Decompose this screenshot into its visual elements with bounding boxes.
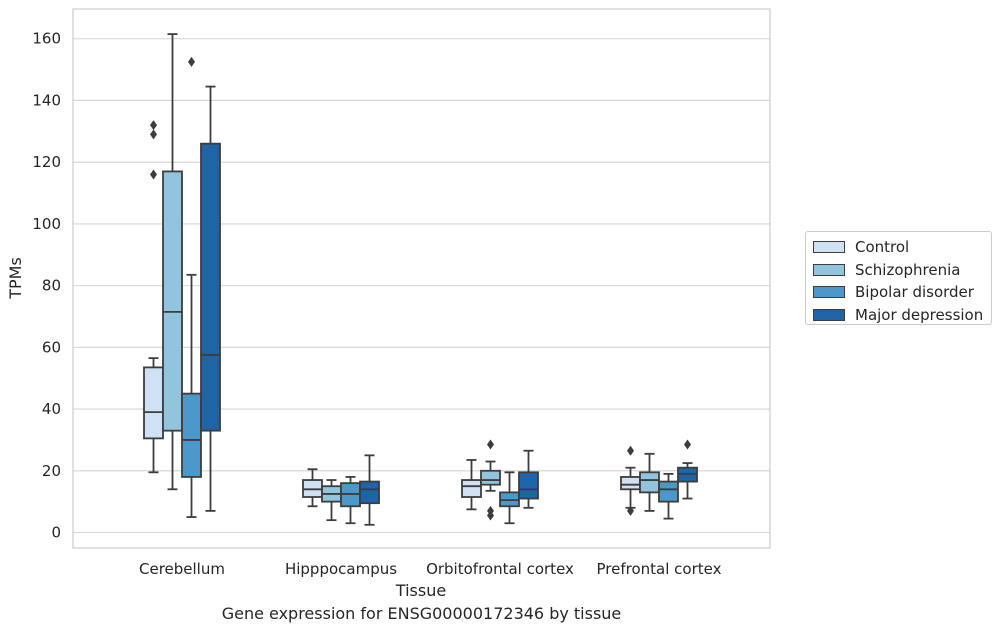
legend-swatch: [813, 286, 845, 299]
y-tick-label: 80: [42, 277, 61, 295]
y-axis-label: TPMs: [6, 257, 25, 300]
box: [181, 392, 202, 478]
series-major-depression: [200, 85, 698, 526]
outlier-point: [150, 120, 157, 131]
box: [620, 476, 641, 491]
box: [359, 480, 380, 505]
x-tick-label: Hipppocampus: [285, 560, 397, 578]
y-tick-label: 0: [51, 524, 61, 542]
outlier-point: [684, 439, 691, 450]
box-series: [143, 33, 698, 526]
y-tick-label: 120: [32, 153, 61, 171]
y-tick-label: 160: [32, 30, 61, 48]
y-tick-label: 100: [32, 215, 61, 233]
legend-swatch: [813, 308, 845, 321]
box: [200, 142, 221, 432]
x-tick-label: Orbitofrontal cortex: [426, 560, 574, 578]
chart-caption: Gene expression for ENSG00000172346 by t…: [221, 604, 622, 623]
series-control: [143, 120, 641, 516]
box: [518, 471, 539, 500]
box: [461, 479, 482, 498]
box: [162, 170, 183, 432]
x-tick-label: Cerebellum: [139, 560, 225, 578]
outlier-point: [150, 129, 157, 140]
outlier-point: [150, 169, 157, 180]
legend-swatch: [813, 263, 845, 276]
legend-item-control: Control: [813, 236, 991, 259]
legend-item-bipolar-disorder: Bipolar disorder: [813, 281, 991, 304]
legend-label: Major depression: [855, 305, 984, 324]
y-tick-label: 20: [42, 462, 61, 480]
legend-label: Control: [855, 238, 910, 257]
outlier-point: [487, 439, 494, 450]
y-tick-label: 140: [32, 91, 61, 109]
series-schizophrenia: [162, 33, 660, 522]
y-tick-label: 40: [42, 400, 61, 418]
legend: Control Schizophrenia Bipolar disorder M…: [805, 231, 992, 325]
y-tick-labels: 0 20 40 60 80 100 120 140 160: [32, 30, 61, 542]
outlier-point: [627, 505, 634, 516]
legend-swatch: [813, 241, 845, 254]
legend-label: Bipolar disorder: [855, 283, 974, 302]
x-tick-label: Prefrontal cortex: [597, 560, 722, 578]
x-axis-label: Tissue: [395, 581, 446, 600]
outlier-point: [487, 510, 494, 521]
outlier-point: [627, 445, 634, 456]
legend-item-schizophrenia: Schizophrenia: [813, 259, 991, 282]
box: [639, 471, 660, 494]
x-tick-labels: Cerebellum Hipppocampus Orbitofrontal cort…: [139, 560, 722, 578]
series-bipolar-disorder: [181, 56, 679, 525]
plot-frame: [72, 8, 771, 549]
box: [143, 366, 164, 440]
legend-label: Schizophrenia: [855, 260, 961, 279]
outlier-point: [188, 56, 195, 67]
box: [658, 480, 679, 503]
legend-item-major-depression: Major depression: [813, 304, 991, 327]
y-tick-label: 60: [42, 338, 61, 356]
box: [480, 469, 501, 486]
